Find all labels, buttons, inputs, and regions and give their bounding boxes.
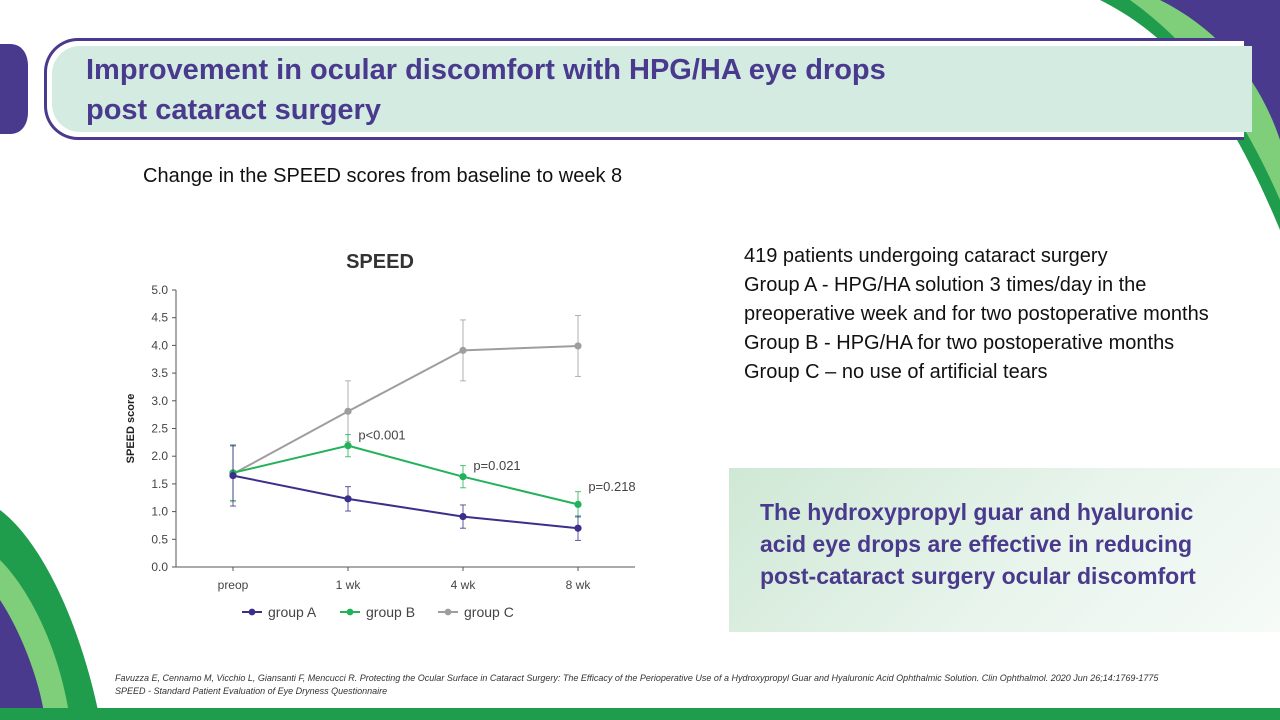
data-point-group-C [574,342,582,350]
legend-marker [444,608,452,616]
y-tick-label: 2.5 [151,422,168,436]
y-tick-label: 3.0 [151,394,168,408]
conclusion-text: The hydroxypropyl guar and hyaluronic ac… [760,499,1196,589]
chart-title: SPEED [346,251,414,273]
p-value-annotation: p=0.021 [473,458,520,473]
title-line-2: post cataract surgery [86,94,381,126]
study-info: 419 patients undergoing cataract surgery… [744,242,1214,387]
x-tick-label: 8 wk [566,578,592,592]
series-line-group-C [232,344,579,475]
title-background [52,46,1252,132]
y-tick-label: 1.5 [151,477,168,491]
data-point-group-B [344,442,352,450]
series-line-group-B [232,444,579,506]
p-value-annotation: p=0.218 [588,479,635,494]
reference-footnote: Favuzza E, Cennamo M, Vicchio L, Giansan… [115,672,1255,698]
y-tick-label: 1.0 [151,505,168,519]
legend-label: group A [268,604,317,620]
legend-marker [346,608,354,616]
bottom-left-green-swoosh [0,510,100,720]
p-value-annotation: p<0.001 [358,428,405,443]
data-point-group-C [459,346,467,354]
y-tick-label: 4.5 [151,311,168,325]
y-tick-label: 0.5 [151,532,168,546]
info-line-group-b: Group B - HPG/HA for two postoperative m… [744,332,1175,354]
legend-label: group C [464,604,514,620]
data-point-group-A [344,495,352,503]
x-tick-label: 1 wk [336,578,362,592]
y-tick-label: 5.0 [151,283,168,297]
info-line-patients: 419 patients undergoing cataract surgery [744,245,1108,267]
left-purple-tab [0,44,28,134]
data-point-group-A [459,512,467,521]
y-tick-label: 4.0 [151,338,168,352]
speed-chart: SPEED SPEED score 0.0 0.5 1.0 1.5 2.0 2.5 3.0 3.5… [125,251,636,620]
data-point-group-B [459,473,467,481]
title-line-1: Improvement in ocular discomfort with HP… [86,54,886,86]
reference-citation: Favuzza E, Cennamo M, Vicchio L, Giansan… [115,673,1159,683]
bottom-left-light-swoosh [0,560,70,720]
x-tick-label: preop [218,578,249,592]
bottom-left-purple-swoosh [0,600,45,720]
chart-subtitle: Change in the SPEED scores from baseline… [143,165,623,187]
y-tick-label: 3.5 [151,366,168,380]
data-point-group-C [344,407,352,415]
bottom-bar [0,708,1280,720]
legend-marker [248,608,256,616]
data-point-group-A [574,524,582,532]
legend-label: group B [366,604,415,620]
slide-title: Improvement in ocular discomfort with HP… [86,50,1086,130]
data-point-group-B [574,500,582,508]
y-axis-label: SPEED score [125,394,137,464]
data-point-group-A [229,471,237,480]
info-line-group-c: Group C – no use of artificial tears [744,361,1048,383]
y-tick-label: 0.0 [151,560,168,574]
x-tick-label: 4 wk [451,578,477,592]
reference-speed-definition: SPEED - Standard Patient Evaluation of E… [115,686,388,696]
y-tick-label: 2.0 [151,449,168,463]
conclusion-box [729,468,1280,632]
series-line-group-A [232,474,579,530]
info-line-group-a: Group A - HPG/HA solution 3 times/day in… [744,274,1209,325]
